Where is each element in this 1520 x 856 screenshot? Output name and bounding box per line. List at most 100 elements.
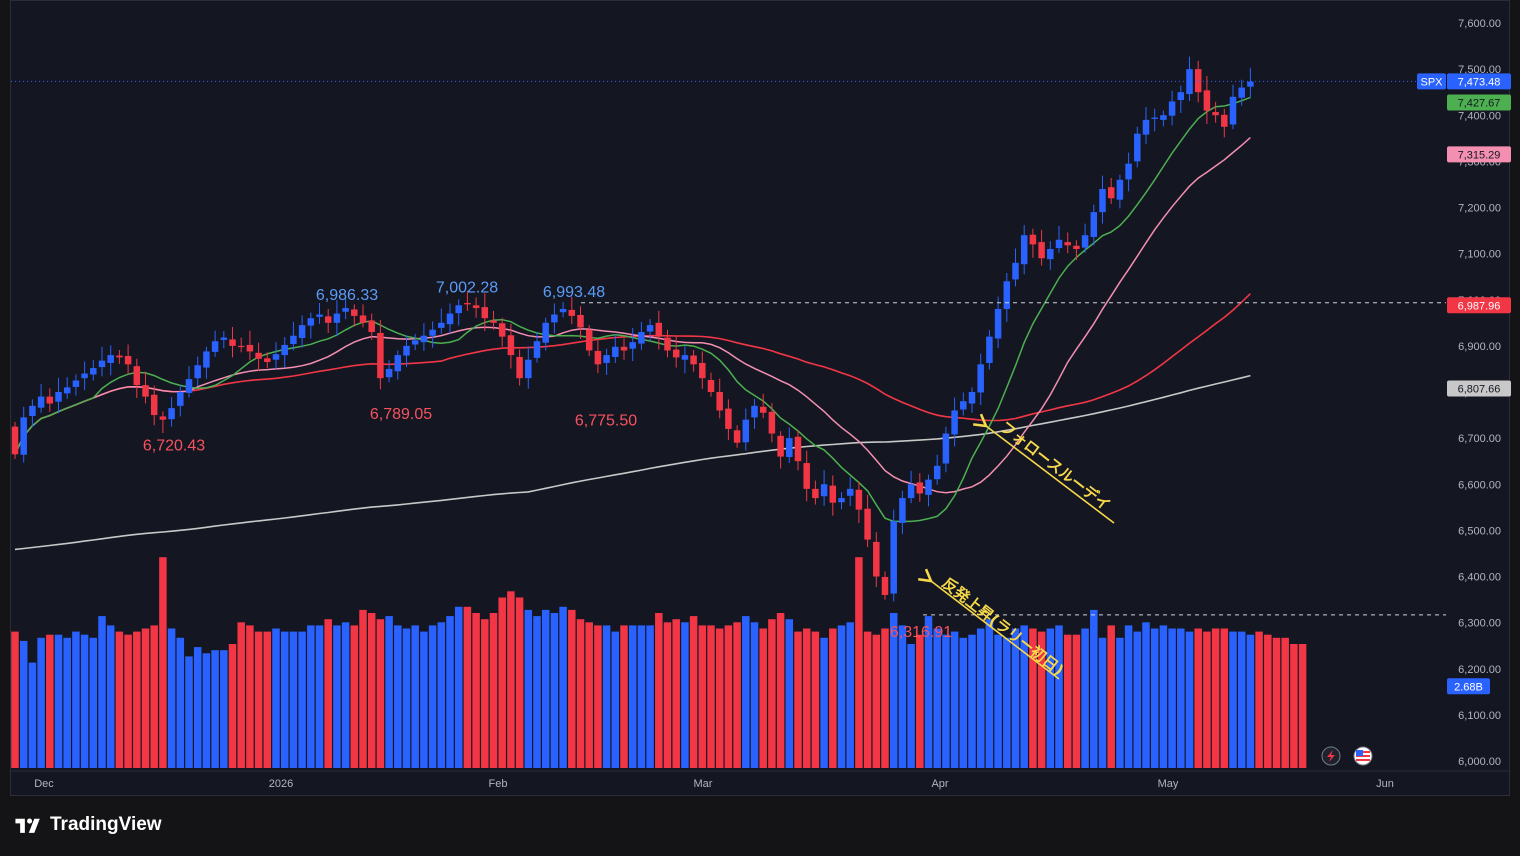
volume-bar [454,606,463,768]
x-tick-label: Mar [694,778,713,790]
candle-body [899,498,906,523]
volume-bar [367,613,376,768]
volume-bar [550,613,559,768]
y-tick-label: 6,200.00 [1458,664,1501,676]
volume-bar [72,631,80,768]
candle-body [316,314,323,317]
candle-body [751,405,758,418]
candle-body [594,350,602,365]
candle-body [855,489,863,510]
volume-bar [272,628,280,768]
volume-bar [663,622,672,768]
candle-body [368,320,375,333]
volume-bar [750,622,759,768]
candle-body [298,325,306,339]
candle-body [150,394,158,416]
candle-body [1186,69,1193,95]
volume-bar [98,616,106,768]
candle-body [846,488,854,496]
candle-body [55,392,62,402]
volume-bar [1063,634,1072,768]
high-label: 7,002.28 [436,280,498,297]
volume-bar [1090,609,1098,768]
ma-10-line [14,96,1251,523]
volume-bar [942,634,950,768]
volume-bar [715,628,724,768]
us-flag-icon[interactable] [1353,746,1373,766]
last-price-tag: 7,473.48 [1458,76,1501,88]
x-tick-label: Dec [34,778,54,790]
volume-bar [1072,634,1081,768]
volume-bar [1255,631,1263,768]
volume-bar [524,609,533,768]
candle-body [525,359,532,379]
candle-body [116,355,123,358]
candle-body [281,344,288,356]
volume-bar [672,619,680,768]
ma-200-line [14,374,1251,551]
volume-bar [1124,625,1133,768]
ma-200-tag-bg [1447,380,1511,397]
candle-body [725,408,732,429]
candle-body [1064,242,1071,246]
y-tick-label: 6,700.00 [1458,433,1501,445]
candle-body [551,314,558,323]
tradingview-brand[interactable]: TradingView [12,814,162,836]
candle-body [168,408,175,420]
volume-bar [315,625,324,768]
volume-bar [733,622,741,768]
volume-bar [1237,631,1246,768]
candle-body [681,355,689,360]
ma-21-tag-bg [1447,146,1511,163]
y-tick-label: 7,500.00 [1458,64,1501,76]
candle-body [942,433,950,464]
low-label: 6,775.50 [575,412,637,429]
y-tick-label: 6,000.00 [1458,756,1501,768]
low-label: 6,720.43 [143,438,205,455]
volume-bar [1003,637,1011,768]
low-label: 6,789.05 [370,406,432,423]
volume-bar [602,625,611,768]
volume-bar [1159,625,1168,768]
candle-body [1003,281,1011,309]
ma-50-tag-bg [1447,297,1511,314]
volume-bar [872,634,881,768]
volume-bar [150,625,158,768]
candle-body [559,308,567,313]
volume-bar [19,640,28,768]
volume-bar [724,625,733,768]
x-axis[interactable]: Dec 2026 Feb Mar Apr May Jun [11,770,1509,790]
volume-bar [863,631,872,768]
volume-bar [167,628,176,768]
y-tick-label: 7,200.00 [1458,203,1501,215]
candle-body [612,346,619,357]
volume-bar [1011,628,1020,768]
candle-body [707,380,715,392]
volume-bar [1055,625,1063,768]
volume-bar [576,619,585,768]
candle-body [133,366,141,386]
volume-bar [742,616,750,768]
volume-bar [637,625,646,768]
chart-panel[interactable]: 6,986.33 7,002.28 6,993.48 6,720.43 6,789.05… [10,0,1511,796]
candle-body [916,482,924,494]
candle-body [603,355,610,363]
lightning-icon[interactable] [1321,746,1341,766]
volume-bar [115,631,124,768]
volume-bar [280,631,289,768]
y-tick-label: 6,600.00 [1458,479,1501,491]
volume-bar [820,637,828,768]
brand-name: TradingView [50,814,162,835]
volume-bar [1194,628,1202,768]
ma-21-tag: 7,315.29 [1458,149,1501,161]
candle-body [533,341,541,358]
volume-bar [1081,628,1089,768]
volume-bar [124,634,132,768]
reference-lines [11,80,1446,616]
high-label: 6,986.33 [316,287,378,304]
candle-body [838,498,845,503]
x-tick-label: Jun [1376,778,1394,790]
volume-bar [898,625,907,768]
candle-body [333,313,341,323]
candle-body [142,385,149,397]
